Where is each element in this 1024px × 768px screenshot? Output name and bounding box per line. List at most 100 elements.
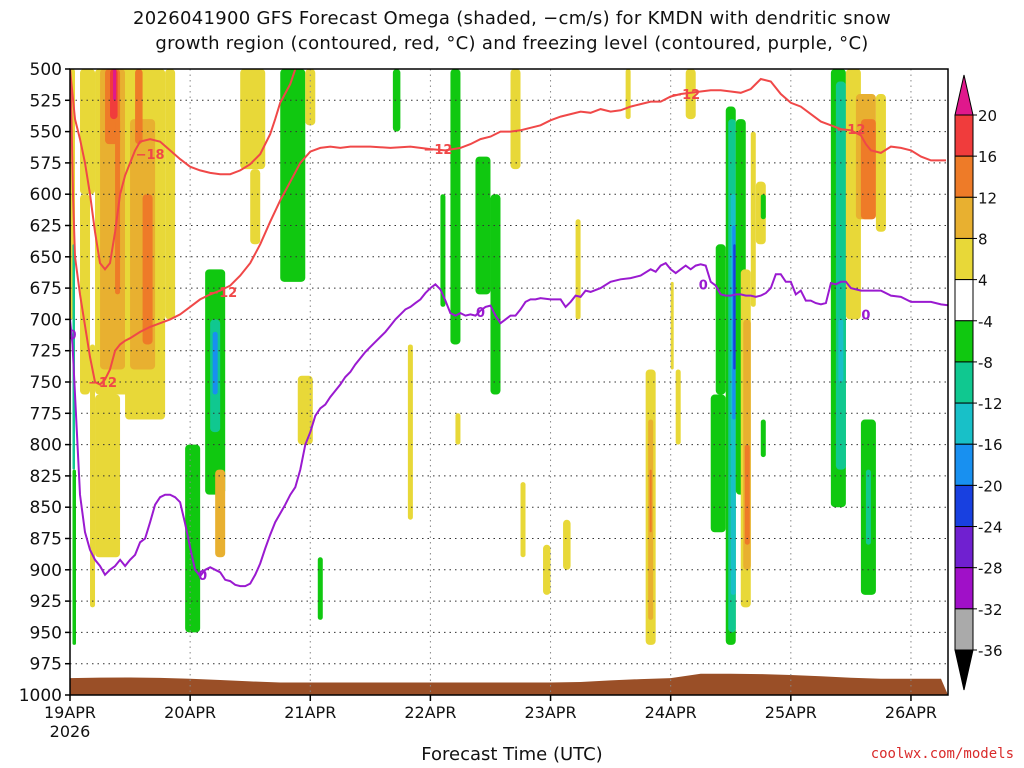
colorbar-segment [954,237,974,281]
omega-region [392,69,401,132]
y-tick-label: 500 [30,60,62,80]
omega-region [575,219,581,320]
omega-region [407,344,413,520]
omega-region [72,469,77,645]
colorbar-label: 20 [978,107,997,125]
omega-region [142,194,153,345]
contour-label-freezing: 0 [198,569,207,584]
colorbar-label: -24 [978,519,1003,537]
contour-label-warm: −12 [836,123,865,138]
omega-region [250,169,261,245]
y-tick-label: 575 [30,154,62,174]
omega-region [760,194,766,220]
colorbar-segment [954,443,974,486]
x-tick-label: 22APR [404,703,456,722]
y-tick-label: 675 [30,279,62,299]
contour-label-warm: −12 [671,88,700,103]
y-tick-label: 525 [30,91,62,111]
y-tick-label: 650 [30,248,62,268]
omega-region [543,544,551,595]
colorbar-bottom-arrow [954,649,974,691]
y-tick-label: 700 [30,310,62,330]
dgz-contour-cold [70,69,297,271]
colorbar-label: -36 [978,642,1003,660]
contour-label-freezing: 0 [861,308,870,323]
x-axis-label: Forecast Time (UTC) [421,744,603,765]
colorbar-segment [954,567,974,610]
plot-background [70,69,948,695]
x-tick-sublabel: 2026 [50,722,91,741]
colorbar-segment [954,526,974,569]
omega-region [760,419,766,458]
colorbar-label: -20 [978,477,1003,495]
y-tick-label: 875 [30,530,62,550]
y-tick-label: 825 [30,467,62,487]
x-tick-label: 25APR [765,703,817,722]
omega-region [212,331,218,395]
colorbar-segment [954,155,974,198]
colorbar-label: 4 [978,272,988,290]
colorbar-segment [954,196,974,239]
omega-region [835,81,846,470]
colorbar-label: 12 [978,189,997,207]
omega-region [135,69,143,145]
x-tick-label: 24APR [645,703,697,722]
credit-text: coolwx.com/models [870,746,1014,762]
y-tick-label: 975 [30,655,62,675]
omega-region [113,69,117,101]
x-tick-label: 26APR [885,703,937,722]
y-axis: 500 525 550 575 600 625 650 675 700 725 750 775 800 8… [19,60,70,706]
chart-title-line2: growth region (contoured, red, °C) and f… [155,33,869,54]
omega-region [297,375,313,445]
contour-label-warm: −12 [423,143,452,158]
contour-label-freezing: 0 [699,278,708,293]
x-tick-label: 20APR [164,703,216,722]
y-tick-label: 1000 [19,686,62,706]
colorbar: 20 16 12 8 4 -4 -8 -12 -16 -20 -24 -28 -32 -36 [954,74,1003,691]
omega-region [240,69,266,170]
omega-region [563,519,571,570]
colorbar-segment [954,320,974,363]
omega-region [715,244,726,395]
omega-region [95,394,121,558]
colorbar-segment [954,114,974,157]
omega-region [490,194,501,395]
y-tick-label: 600 [30,185,62,205]
colorbar-label: 8 [978,230,988,248]
omega-region [675,369,681,445]
y-tick-label: 725 [30,342,62,362]
x-tick-label: 19APR [44,703,96,722]
y-tick-label: 750 [30,373,62,393]
colorbar-top-arrow [954,74,974,116]
omega-region [875,94,886,232]
x-tick-label: 23APR [525,703,577,722]
grid [70,69,948,695]
colorbar-label: -32 [978,601,1003,619]
omega-region [185,444,201,633]
dgz-contour-warm [70,69,946,386]
omega-region [215,469,226,558]
colorbar-label: -8 [978,354,993,372]
x-tick-label: 21APR [284,703,336,722]
colorbar-segment [954,402,974,445]
y-tick-label: 850 [30,498,62,518]
y-tick-label: 950 [30,623,62,643]
colorbar-label: -28 [978,560,1003,578]
omega-region [710,394,726,533]
omega-region [440,194,446,307]
omega-region [685,69,696,120]
omega-region [860,119,876,220]
plot-area: −12 −12 −12 −12 −12 −18 0 0 0 0 0 [70,69,948,695]
chart-title-line1: 2026041900 GFS Forecast Omega (shaded, −… [132,8,892,29]
colorbar-label: -4 [978,313,993,331]
omega-region [317,557,323,620]
colorbar-segment [954,279,974,322]
ground-terrain [70,673,948,695]
y-tick-label: 775 [30,404,62,424]
contour-label-cold: −18 [136,148,165,163]
colorbar-segment [954,608,974,651]
contour-label-warm: −12 [88,376,117,391]
y-tick-label: 900 [30,561,62,581]
